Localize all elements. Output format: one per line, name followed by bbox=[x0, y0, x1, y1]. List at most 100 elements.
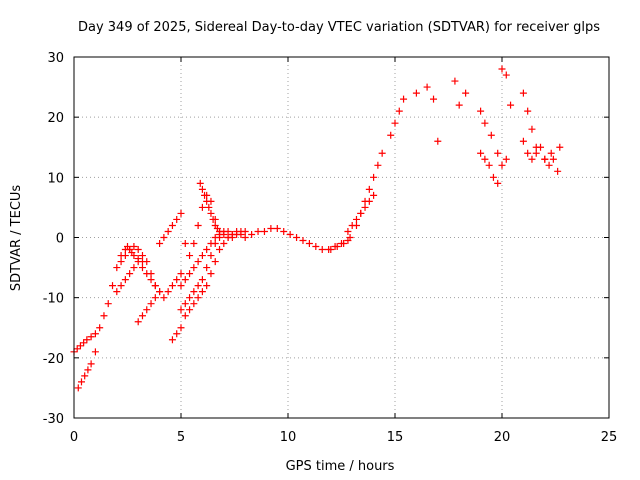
data-point bbox=[198, 276, 206, 284]
data-point bbox=[205, 203, 213, 211]
data-point bbox=[126, 246, 134, 254]
data-point bbox=[177, 209, 185, 217]
data-point bbox=[346, 234, 354, 241]
data-point bbox=[87, 333, 95, 341]
data-point bbox=[556, 143, 564, 151]
data-point bbox=[528, 125, 536, 133]
series-track-f bbox=[156, 191, 236, 260]
data-point bbox=[207, 252, 215, 260]
data-point bbox=[237, 230, 245, 238]
data-point bbox=[160, 234, 168, 241]
series-track-l bbox=[327, 149, 386, 254]
data-point bbox=[519, 137, 527, 145]
data-point bbox=[494, 179, 502, 187]
data-point bbox=[143, 306, 151, 314]
series-track-e bbox=[134, 288, 164, 326]
data-point bbox=[181, 240, 189, 248]
data-point bbox=[104, 300, 112, 308]
y-tick-label: 20 bbox=[47, 111, 64, 126]
data-point bbox=[365, 185, 373, 193]
data-point bbox=[395, 107, 403, 115]
x-tick-label: 20 bbox=[494, 430, 511, 445]
data-point bbox=[485, 161, 493, 169]
data-point bbox=[173, 330, 181, 338]
series-track-c bbox=[113, 258, 159, 296]
data-point bbox=[211, 234, 219, 241]
data-point bbox=[498, 161, 506, 169]
data-point bbox=[400, 95, 408, 103]
data-point bbox=[455, 101, 463, 109]
data-point bbox=[156, 240, 164, 248]
series-track-p bbox=[477, 137, 564, 187]
data-point bbox=[203, 246, 211, 254]
data-point bbox=[83, 336, 91, 344]
data-point bbox=[87, 360, 95, 368]
data-point bbox=[190, 264, 198, 272]
data-point bbox=[173, 215, 181, 223]
data-point bbox=[481, 155, 489, 163]
data-point bbox=[241, 234, 249, 241]
data-point bbox=[181, 300, 189, 308]
data-point bbox=[333, 243, 341, 251]
data-point bbox=[121, 252, 129, 260]
data-point bbox=[524, 149, 532, 157]
data-point bbox=[198, 203, 206, 211]
data-point bbox=[138, 264, 146, 272]
x-tick-label: 15 bbox=[387, 430, 404, 445]
data-point bbox=[177, 282, 185, 290]
data-point bbox=[130, 264, 138, 272]
data-point bbox=[547, 149, 555, 157]
data-point bbox=[211, 258, 219, 266]
series-track-j bbox=[196, 179, 224, 235]
data-point bbox=[477, 149, 485, 157]
y-tick-label: 10 bbox=[47, 171, 64, 186]
x-tick-label: 5 bbox=[177, 430, 185, 445]
data-point bbox=[312, 243, 320, 251]
data-point bbox=[84, 366, 92, 374]
data-point bbox=[216, 246, 224, 254]
data-point bbox=[130, 243, 138, 251]
data-point bbox=[74, 384, 82, 392]
data-point bbox=[220, 240, 228, 248]
data-point bbox=[549, 155, 557, 163]
data-point bbox=[352, 215, 360, 223]
data-point bbox=[378, 149, 386, 157]
data-point bbox=[113, 288, 121, 296]
data-point bbox=[147, 270, 155, 278]
data-point bbox=[201, 191, 209, 199]
data-point bbox=[248, 230, 256, 238]
data-point bbox=[340, 240, 348, 248]
series-track-b bbox=[74, 348, 99, 392]
data-points bbox=[70, 65, 564, 392]
data-point bbox=[73, 345, 81, 353]
data-point bbox=[207, 270, 215, 278]
data-point bbox=[299, 237, 307, 245]
data-point bbox=[207, 240, 215, 248]
data-point bbox=[434, 137, 442, 145]
data-point bbox=[181, 312, 189, 320]
data-point bbox=[462, 89, 470, 97]
series-track-i bbox=[177, 227, 245, 290]
y-tick-label: -10 bbox=[43, 292, 64, 307]
data-point bbox=[134, 258, 142, 266]
data-point bbox=[481, 119, 489, 127]
data-point bbox=[554, 167, 562, 175]
data-point bbox=[224, 234, 232, 241]
data-point bbox=[168, 336, 176, 344]
data-point bbox=[186, 270, 194, 278]
data-point bbox=[254, 227, 262, 235]
data-point bbox=[477, 107, 485, 115]
data-point bbox=[502, 71, 510, 79]
data-point bbox=[241, 227, 249, 235]
data-point bbox=[537, 143, 545, 151]
x-axis-label: GPS time / hours bbox=[286, 459, 395, 474]
data-point bbox=[524, 107, 532, 115]
data-point bbox=[156, 288, 164, 296]
data-point bbox=[541, 155, 549, 163]
chart-title: Day 349 of 2025, Sidereal Day-to-day VTE… bbox=[78, 20, 600, 35]
x-tick-label: 0 bbox=[70, 430, 78, 445]
data-point bbox=[305, 240, 313, 248]
data-point bbox=[190, 288, 198, 296]
data-point bbox=[151, 294, 159, 302]
